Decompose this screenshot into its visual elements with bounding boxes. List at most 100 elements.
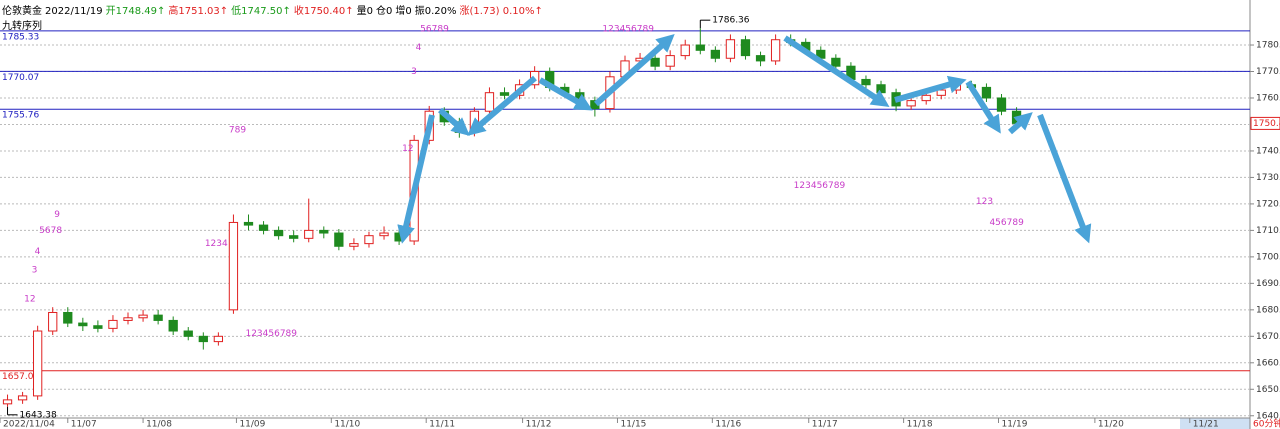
- candle-body: [921, 94, 931, 102]
- candle-body: [48, 311, 58, 332]
- sequence-mark: 56789: [420, 25, 449, 35]
- candle-body: [228, 221, 239, 311]
- candle-body: [379, 232, 389, 237]
- candle-body: [710, 49, 721, 59]
- y-tick-label: 1770.00: [1256, 67, 1280, 77]
- high: 高1751.03↑: [168, 6, 229, 17]
- candle-body: [289, 235, 299, 239]
- sequence-mark: 123456789: [602, 25, 654, 35]
- candle-body: [319, 229, 329, 234]
- sequence-mark: 4: [416, 43, 422, 53]
- candle-body: [243, 221, 254, 226]
- x-tick-label: 11/16: [715, 420, 741, 429]
- x-tick-label: 11/08: [146, 420, 172, 429]
- x-tick-label: 11/17: [812, 420, 838, 429]
- open: 开1748.49↑: [105, 6, 166, 17]
- candle-body: [168, 319, 178, 332]
- candle-body: [213, 335, 224, 343]
- candle-body: [770, 39, 781, 62]
- y-tick-label: 1690.00: [1256, 279, 1280, 289]
- candle-body: [861, 78, 871, 86]
- candle-body: [78, 322, 88, 327]
- header: 伦敦黄金 2022/11/19 开1748.49↑ 高1751.03↑ 低1747.50…: [2, 2, 546, 32]
- extreme-label: 1643.38: [20, 410, 57, 420]
- x-tick-label: 11/21: [1193, 420, 1219, 429]
- x-tick-label: 11/19: [1001, 420, 1027, 429]
- candle-body: [650, 57, 660, 67]
- candle-body: [876, 84, 886, 94]
- candle-body: [484, 92, 495, 112]
- candle-body: [665, 55, 675, 67]
- candle-body: [63, 311, 73, 324]
- last-price-label: 1750.40: [1253, 119, 1280, 129]
- y-tick-label: 1640.00: [1256, 411, 1280, 421]
- increase: 增0: [395, 6, 412, 17]
- y-tick-label: 1660.00: [1256, 358, 1280, 368]
- candle-body: [33, 330, 43, 397]
- candle-body: [349, 243, 359, 247]
- volume: 量0: [356, 6, 373, 17]
- candle-body: [831, 57, 841, 67]
- candle-body: [273, 229, 284, 237]
- sequence-mark: 789: [229, 125, 246, 135]
- price-line-label: 1755.76: [2, 111, 39, 121]
- sequence-mark: 9: [54, 210, 60, 220]
- period-label: 60分钟: [1253, 418, 1280, 429]
- y-tick-label: 1780.00: [1256, 41, 1280, 51]
- y-tick-label: 1680.00: [1256, 305, 1280, 315]
- candle-body: [755, 55, 766, 62]
- sequence-mark: 3: [32, 266, 38, 276]
- x-tick-label: 11/18: [907, 420, 933, 429]
- candle-body: [725, 39, 736, 59]
- x-tick-label: 2022/11/04: [3, 420, 55, 429]
- candle-body: [2, 399, 13, 405]
- y-tick-label: 1700.00: [1256, 252, 1280, 262]
- sequence-mark: 123456789: [794, 181, 846, 191]
- sequence-mark: 1234: [205, 239, 228, 249]
- x-tick-label: 11/20: [1098, 420, 1124, 429]
- price-line-label: 1785.33: [2, 32, 39, 42]
- price-line-label: 1657.02: [2, 372, 39, 382]
- extreme-label: 1786.36: [712, 16, 749, 26]
- candle-body: [334, 232, 344, 247]
- candle-body: [304, 229, 314, 239]
- candle-body: [695, 44, 705, 51]
- candle-body: [93, 325, 103, 329]
- y-tick-label: 1730.00: [1256, 173, 1280, 183]
- instrument: 伦敦黄金: [2, 6, 42, 17]
- x-tick-label: 11/07: [71, 420, 97, 429]
- candle-body: [138, 314, 148, 319]
- sequence-mark: 5678: [39, 226, 62, 236]
- y-tick-label: 1740.00: [1256, 146, 1280, 156]
- sequence-mark: 456789: [989, 218, 1024, 228]
- candle-body: [17, 395, 28, 401]
- x-tick-label: 11/11: [429, 420, 455, 429]
- trend-arrows: [397, 34, 1092, 244]
- candle-body: [499, 92, 510, 96]
- candle-body: [364, 235, 374, 245]
- sequence-mark: 123: [976, 197, 993, 207]
- sequence-mark: 12: [24, 295, 35, 305]
- candle-body: [936, 89, 946, 96]
- sequence-mark: 3: [411, 67, 417, 77]
- sequence-mark: 4: [35, 247, 41, 257]
- x-tick-label: 11/15: [620, 420, 646, 429]
- candle-body: [740, 39, 751, 57]
- candle-body: [183, 330, 193, 337]
- x-highlight: [1180, 418, 1250, 429]
- candle-body: [906, 100, 916, 107]
- close: 收1750.40↑: [293, 6, 354, 17]
- candle-body: [680, 44, 690, 57]
- candle-body: [981, 86, 992, 99]
- candle-body: [153, 314, 163, 321]
- date: 2022/11/19: [45, 6, 103, 17]
- low: 低1747.50↑: [231, 6, 291, 17]
- amplitude: 振0.20%: [414, 6, 457, 17]
- indicator: 九转序列: [2, 21, 42, 32]
- sequence-mark: 12: [402, 144, 413, 154]
- y-tick-label: 1710.00: [1256, 226, 1280, 236]
- candle-body: [258, 224, 269, 231]
- y-tick-label: 1650.00: [1256, 385, 1280, 395]
